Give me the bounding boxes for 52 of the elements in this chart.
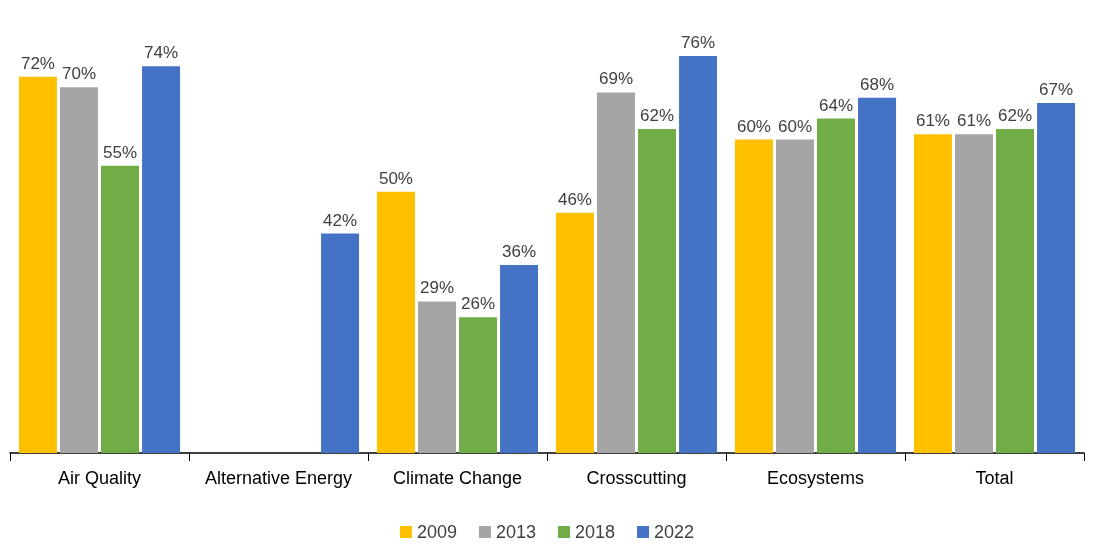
legend-label: 2018 bbox=[575, 522, 616, 542]
bar bbox=[775, 139, 814, 453]
data-label: 60% bbox=[777, 116, 812, 136]
x-tick-label: Alternative Energy bbox=[204, 468, 353, 488]
bar bbox=[858, 97, 897, 453]
bar bbox=[142, 66, 181, 453]
bar bbox=[679, 55, 718, 453]
data-label: 69% bbox=[598, 69, 633, 89]
data-label: 50% bbox=[378, 168, 413, 188]
x-tick-label: Climate Change bbox=[392, 468, 523, 488]
data-label: 29% bbox=[419, 278, 454, 298]
data-label: 61% bbox=[956, 111, 991, 131]
data-label: 61% bbox=[915, 111, 950, 131]
data-label: 74% bbox=[144, 43, 179, 63]
data-label: 36% bbox=[502, 241, 537, 261]
data-label: 68% bbox=[860, 74, 895, 94]
data-label: 62% bbox=[640, 106, 675, 126]
data-label: 55% bbox=[103, 142, 138, 162]
x-tick-label: Ecosystems bbox=[766, 468, 865, 488]
bar bbox=[817, 118, 856, 453]
data-label: 72% bbox=[20, 53, 55, 73]
bar bbox=[954, 134, 993, 453]
data-label: 62% bbox=[998, 106, 1033, 126]
bar bbox=[59, 87, 98, 453]
legend-label: 2009 bbox=[416, 522, 457, 542]
x-tick-label: Crosscutting bbox=[586, 468, 687, 488]
bar bbox=[555, 212, 594, 453]
x-tick-label: Air Quality bbox=[57, 468, 142, 488]
bar bbox=[638, 129, 677, 453]
bar bbox=[996, 129, 1035, 453]
bar bbox=[417, 301, 456, 453]
legend-label: 2013 bbox=[495, 522, 536, 542]
data-label: 26% bbox=[461, 294, 496, 314]
data-label: 70% bbox=[61, 64, 96, 84]
bar bbox=[459, 317, 498, 453]
bar bbox=[596, 92, 635, 453]
data-label: 64% bbox=[819, 95, 854, 115]
bar bbox=[1037, 102, 1076, 453]
data-label: 42% bbox=[323, 210, 358, 230]
legend-label: 2022 bbox=[654, 522, 695, 542]
data-label: 76% bbox=[681, 32, 716, 52]
bar bbox=[101, 165, 140, 453]
bar bbox=[913, 134, 952, 453]
data-label: 67% bbox=[1039, 79, 1074, 99]
bar bbox=[321, 233, 360, 453]
x-tick-label: Total bbox=[975, 468, 1014, 488]
bar bbox=[376, 191, 415, 453]
bar bbox=[18, 76, 57, 453]
bar bbox=[734, 139, 773, 453]
data-label: 60% bbox=[736, 116, 771, 136]
data-label: 46% bbox=[557, 189, 592, 209]
bar bbox=[500, 264, 539, 453]
